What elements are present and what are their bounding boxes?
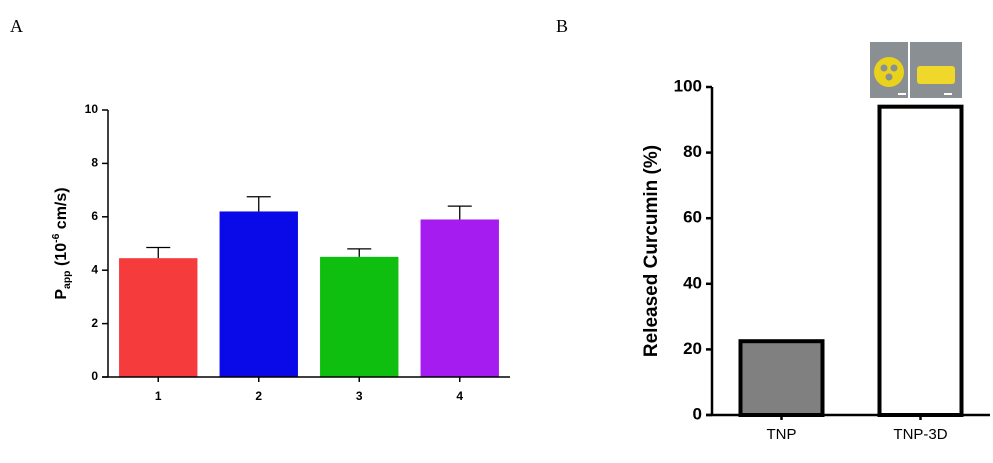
error-bar [146,246,171,259]
photo-hole [890,64,898,72]
y-axis-label-part: cm/s) [53,187,70,233]
photo-hole [885,73,893,81]
bar [219,211,298,377]
photo-scaffold-side [917,66,955,84]
y-tick-label: 0 [91,369,98,383]
y-tick-label: 60 [683,208,702,227]
x-tick-label: 3 [356,389,363,403]
y-tick-label: 2 [91,316,98,330]
scale-bar [898,93,906,95]
error-bar [246,196,271,212]
panel-label: B [556,16,568,36]
photo-scaffold-top [874,57,904,87]
photo-divider [908,42,910,98]
y-axis-label-part: -6 [51,233,62,242]
x-tick-label: 1 [155,389,162,403]
y-axis-label-part: app [62,270,73,288]
y-axis-label-part: (10 [53,243,70,271]
y-tick-label: 8 [91,156,98,170]
y-tick-label: 100 [674,76,702,95]
error-bar [447,205,472,220]
x-tick-label: TNP-3D [893,426,947,443]
y-tick-label: 40 [683,273,702,292]
y-axis-label: Papp (10-6 cm/s) [51,187,73,299]
bar [119,258,198,377]
error-bar [347,248,372,257]
x-tick-label: TNP [767,426,797,443]
x-tick-label: 4 [456,389,463,403]
scale-bar [944,93,952,95]
bar [420,219,499,377]
bar [738,339,825,418]
y-tick-label: 80 [683,142,702,161]
y-tick-label: 10 [85,102,99,116]
x-tick-label: 2 [255,389,262,403]
y-tick-label: 6 [91,209,98,223]
bar [320,256,399,377]
y-tick-label: 4 [91,262,98,276]
y-tick-label: 20 [683,339,702,358]
y-tick-label: 0 [693,404,702,423]
bar [877,104,964,418]
y-axis-label-part: P [53,289,70,300]
y-axis-label: Released Curcumin (%) [641,145,662,357]
inset-photo [870,42,962,98]
photo-hole [880,64,888,72]
panel-label: A [10,16,23,36]
